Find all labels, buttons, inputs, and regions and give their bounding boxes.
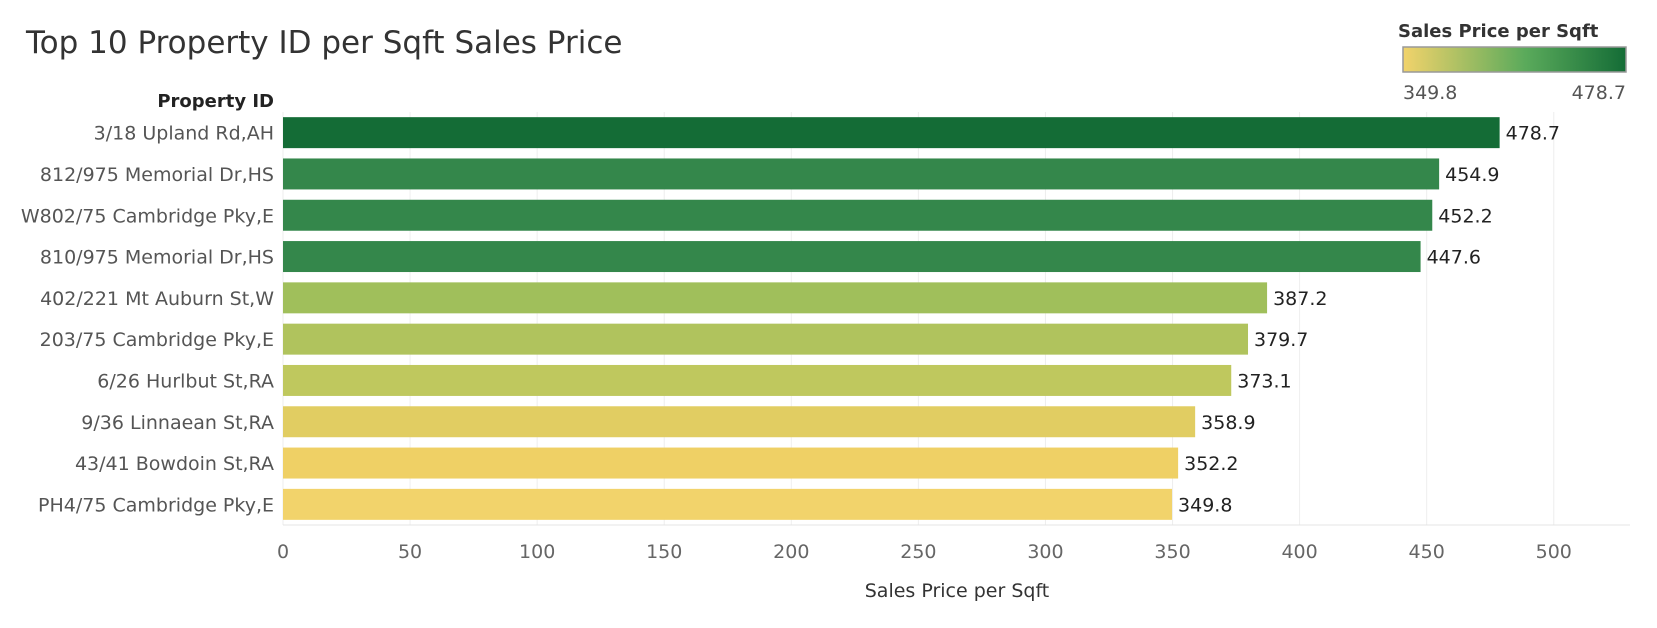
x-tick-label: 400 (1281, 541, 1317, 563)
category-label: 810/975 Memorial Dr,HS (40, 247, 274, 269)
legend-min-label: 349.8 (1403, 82, 1457, 104)
data-label: 478.7 (1506, 123, 1560, 145)
data-label: 447.6 (1427, 247, 1481, 269)
bar (283, 199, 1433, 231)
x-tick-label: 200 (773, 541, 809, 563)
x-tick-label: 50 (398, 541, 422, 563)
chart-title: Top 10 Property ID per Sqft Sales Price (25, 25, 622, 61)
x-tick-label: 150 (646, 541, 682, 563)
legend-title: Sales Price per Sqft (1398, 21, 1599, 42)
x-tick-label: 100 (519, 541, 555, 563)
data-label: 387.2 (1273, 288, 1327, 310)
category-label: W802/75 Cambridge Pky,E (21, 205, 274, 227)
bar (283, 406, 1196, 438)
data-label: 452.2 (1438, 205, 1492, 227)
x-axis-title: Sales Price per Sqft (865, 580, 1050, 602)
category-label: 6/26 Hurlbut St,RA (97, 370, 274, 392)
x-tick-label: 0 (277, 541, 289, 563)
category-label: 3/18 Upland Rd,AH (94, 123, 274, 145)
x-tick-label: 450 (1409, 541, 1445, 563)
category-label: 43/41 Bowdoin St,RA (75, 453, 274, 475)
bar (283, 158, 1440, 190)
bar (283, 117, 1500, 149)
x-tick-label: 250 (900, 541, 936, 563)
bar (283, 488, 1173, 520)
data-label: 352.2 (1184, 453, 1238, 475)
category-label: PH4/75 Cambridge Pky,E (38, 494, 274, 516)
legend-max-label: 478.7 (1572, 82, 1626, 104)
color-legend: Sales Price per Sqft 349.8 478.7 (1398, 21, 1627, 104)
x-tick-label: 350 (1154, 541, 1190, 563)
data-label: 349.8 (1178, 494, 1232, 516)
legend-gradient-bar (1402, 46, 1627, 73)
bars-group (283, 117, 1500, 520)
bar (283, 364, 1232, 396)
bar (283, 241, 1421, 273)
data-label: 373.1 (1237, 370, 1291, 392)
data-label: 454.9 (1445, 164, 1499, 186)
category-label: 812/975 Memorial Dr,HS (40, 164, 274, 186)
category-labels: 3/18 Upland Rd,AH 812/975 Memorial Dr,HS W… (21, 123, 274, 517)
bar (283, 447, 1179, 479)
x-tick-label: 300 (1027, 541, 1063, 563)
bar (283, 282, 1268, 314)
bar (283, 323, 1249, 355)
category-label: 9/36 Linnaean St,RA (81, 412, 274, 434)
category-label: 203/75 Cambridge Pky,E (40, 329, 274, 351)
data-label: 379.7 (1254, 329, 1308, 351)
y-axis-title: Property ID (157, 91, 274, 112)
value-labels: 478.7 454.9 452.2 447.6 387.2 379.7 373.1 358.9… (1178, 123, 1560, 517)
category-label: 402/221 Mt Auburn St,W (40, 288, 274, 310)
x-tick-label: 500 (1536, 541, 1572, 563)
data-label: 358.9 (1201, 412, 1255, 434)
x-axis-ticks: 0 50 100 150 200 250 300 350 400 450 500 (277, 541, 1572, 563)
